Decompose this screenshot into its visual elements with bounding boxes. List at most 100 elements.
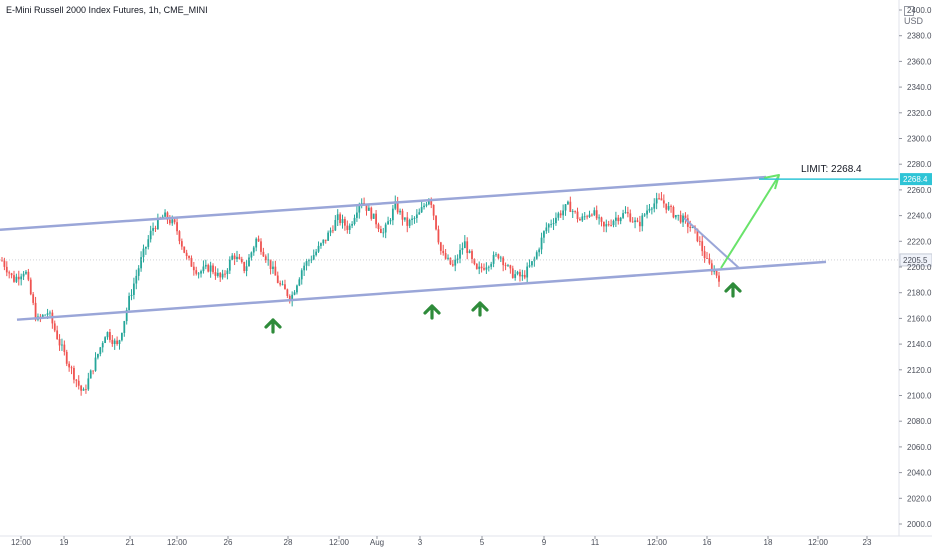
candle-body bbox=[655, 198, 658, 204]
time-tick-label: 9 bbox=[542, 538, 547, 547]
candle-body bbox=[507, 265, 509, 267]
candle-body bbox=[312, 255, 315, 260]
price-tick-label: 2020.0 bbox=[907, 494, 932, 503]
candle-body bbox=[128, 295, 130, 311]
time-tick-label: 3 bbox=[418, 538, 423, 547]
candle-body bbox=[336, 214, 339, 221]
candle-body bbox=[233, 255, 236, 260]
candle-body bbox=[149, 230, 152, 240]
support-arrow-icon bbox=[471, 301, 489, 317]
price-tick-label: 2280.0 bbox=[907, 160, 932, 169]
candle-body bbox=[588, 214, 591, 218]
candle-body bbox=[674, 215, 677, 218]
candle-body bbox=[224, 273, 226, 275]
price-tick-label: 2400.0 bbox=[907, 6, 932, 15]
price-tick-label: 2120.0 bbox=[907, 366, 932, 375]
candle-body bbox=[662, 200, 665, 204]
candle-body bbox=[260, 241, 262, 252]
candle-body bbox=[526, 266, 529, 278]
candle-body bbox=[567, 201, 569, 205]
candle-body bbox=[22, 273, 25, 277]
time-axis: 12:00 19 21 12:00 26 28 12:00 Aug 3 5 9 11 12:00 16 18… bbox=[11, 536, 872, 547]
candle-body bbox=[212, 265, 214, 273]
candle-body bbox=[29, 279, 32, 295]
candle-body bbox=[444, 253, 447, 259]
candle-body bbox=[586, 216, 589, 218]
candle-body bbox=[468, 251, 471, 253]
candle-body bbox=[70, 367, 73, 369]
candle-body bbox=[334, 220, 337, 231]
candle-body bbox=[519, 271, 521, 277]
candle-body bbox=[435, 215, 437, 230]
candle-body bbox=[8, 272, 11, 274]
candle-body bbox=[32, 294, 35, 303]
candle-body bbox=[451, 264, 454, 266]
candle-body bbox=[562, 210, 565, 216]
candle-body bbox=[387, 221, 389, 225]
candle-body bbox=[104, 337, 107, 344]
candle-body bbox=[430, 199, 433, 205]
candle-body bbox=[636, 220, 639, 222]
candle-body bbox=[504, 265, 507, 266]
candle-body bbox=[413, 218, 416, 219]
price-tick-label: 2160.0 bbox=[907, 314, 932, 323]
candle-body bbox=[156, 217, 159, 230]
candle-body bbox=[308, 260, 310, 262]
candle-body bbox=[564, 204, 567, 211]
candle-body bbox=[3, 260, 6, 267]
candle-body bbox=[106, 332, 109, 338]
candle-body bbox=[80, 385, 83, 391]
time-tick-label: 5 bbox=[480, 538, 485, 547]
candle-body bbox=[682, 215, 684, 223]
time-tick-label: 16 bbox=[703, 538, 712, 547]
support-arrow-icon bbox=[724, 282, 742, 298]
candle-body bbox=[305, 261, 308, 266]
candle-body bbox=[658, 198, 660, 200]
candle-body bbox=[703, 251, 706, 259]
candle-body bbox=[528, 265, 531, 267]
candle-body bbox=[73, 367, 75, 380]
candle-body bbox=[252, 247, 255, 253]
candle-body bbox=[408, 219, 411, 226]
candle-body bbox=[437, 229, 440, 243]
candle-body bbox=[459, 249, 461, 259]
candle-body bbox=[202, 266, 205, 272]
candle-body bbox=[118, 340, 121, 344]
candle-body bbox=[190, 257, 193, 267]
candle-body bbox=[401, 210, 404, 220]
candle-body bbox=[41, 314, 44, 318]
candle-body bbox=[207, 264, 210, 272]
candle-body bbox=[293, 292, 296, 295]
candle-body bbox=[427, 199, 430, 205]
candle-body bbox=[339, 214, 342, 224]
candle-body bbox=[547, 224, 550, 228]
candle-body bbox=[61, 344, 63, 346]
candle-body bbox=[132, 283, 135, 295]
candle-body bbox=[209, 265, 212, 272]
time-tick-label: 26 bbox=[224, 538, 233, 547]
candle-body bbox=[600, 217, 603, 222]
candle-body bbox=[679, 214, 682, 223]
candle-body bbox=[471, 251, 473, 259]
candle-body bbox=[689, 226, 692, 228]
candle-body bbox=[483, 268, 485, 270]
candle-body bbox=[447, 257, 449, 259]
candle-body bbox=[264, 256, 267, 261]
price-tick-label: 2220.0 bbox=[907, 237, 932, 246]
candle-body bbox=[377, 224, 380, 230]
candle-body bbox=[257, 238, 260, 242]
candle-body bbox=[514, 274, 517, 278]
candle-body bbox=[87, 378, 90, 390]
candle-body bbox=[667, 206, 670, 210]
candle-body bbox=[276, 275, 279, 283]
candle-body bbox=[147, 239, 150, 247]
candle-body bbox=[97, 353, 99, 358]
candle-body bbox=[480, 266, 483, 269]
currency-selector[interactable]: USD bbox=[904, 5, 932, 26]
candle-body bbox=[192, 266, 195, 271]
candle-body bbox=[499, 257, 502, 259]
candle-body bbox=[643, 214, 646, 216]
candle-body bbox=[109, 332, 111, 340]
candle-body bbox=[353, 217, 356, 225]
